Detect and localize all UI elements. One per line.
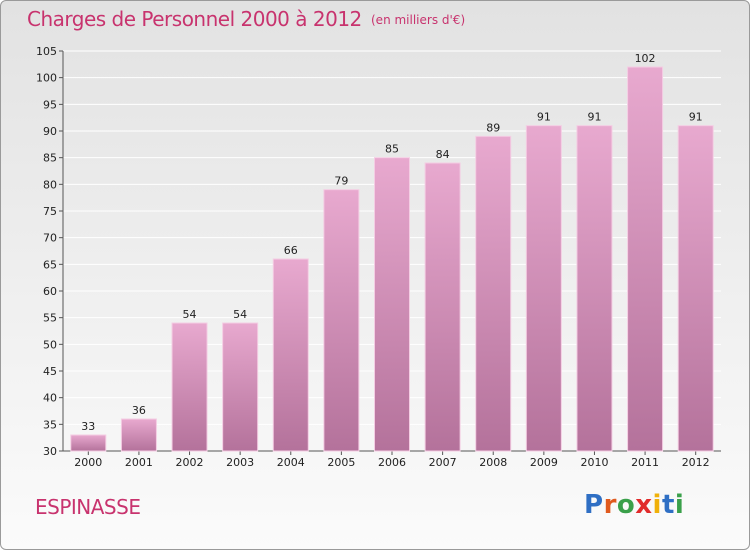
y-tick-label: 105 [36,45,57,58]
data-label: 36 [132,404,146,417]
data-label: 91 [587,111,601,124]
data-labels: 33 36 54 54 66 79 85 84 89 91 91 102 91 [81,52,702,433]
y-tick-label: 50 [43,338,57,351]
y-tick-label: 70 [43,232,57,245]
y-tick-label: 30 [43,445,57,458]
bar [70,434,107,452]
bar [323,189,360,452]
data-label: 102 [635,52,656,65]
y-tick-label: 100 [36,72,57,85]
x-tick-label: 2011 [631,456,659,469]
y-tick-label: 45 [43,365,57,378]
y-tick-label: 85 [43,152,57,165]
data-label: 33 [81,420,95,433]
data-label: 66 [284,244,298,257]
y-tick-label: 90 [43,125,57,138]
bars [70,66,714,452]
logo-letter: P [584,490,604,520]
logo-letter: x [635,490,653,520]
bar [120,418,157,452]
data-label: 85 [385,143,399,156]
data-label: 54 [183,308,197,321]
bar [627,66,664,452]
bar [576,125,613,452]
x-tick-label: 2007 [429,456,457,469]
proxiti-logo[interactable]: Proxiti [584,490,684,520]
x-tick-label: 2005 [327,456,355,469]
bar [424,162,461,452]
bar [677,125,714,452]
bar [171,322,208,452]
bar [222,322,259,452]
data-label: 84 [436,148,450,161]
x-tick-label: 2012 [682,456,710,469]
y-tick-label: 55 [43,312,57,325]
logo-letter: r [603,490,617,520]
y-tick-label: 95 [43,98,57,111]
x-tick-label: 2010 [580,456,608,469]
data-label: 91 [537,111,551,124]
logo-letter: i [652,490,662,520]
data-label: 89 [486,121,500,134]
y-tick-label: 35 [43,418,57,431]
x-tick-label: 2001 [125,456,153,469]
data-label: 54 [233,308,247,321]
data-label: 91 [689,111,703,124]
x-tick-label: 2003 [226,456,254,469]
bar [525,125,562,452]
x-tick-label: 2002 [176,456,204,469]
logo-letter: o [616,490,636,520]
y-tick-label: 65 [43,258,57,271]
bar [374,157,410,452]
chart-title: Charges de Personnel 2000 à 2012 [27,7,362,31]
chart-subtitle: (en milliers d'€) [371,13,466,27]
x-tick-label: 2008 [479,456,507,469]
y-tick-label: 75 [43,205,57,218]
bar [272,258,309,452]
data-label: 79 [334,175,348,188]
logo-letter: t [661,490,675,520]
logo-letter: i [674,490,685,520]
x-tick-label: 2009 [530,456,558,469]
y-tick-label: 80 [43,178,57,191]
y-tick-label: 60 [43,285,57,298]
x-tick-label: 2000 [74,456,102,469]
x-tick-label: 2006 [378,456,406,469]
x-tick-label: 2004 [277,456,305,469]
commune-name: ESPINASSE [35,495,141,519]
y-tick-label: 40 [43,392,57,405]
bar [475,135,512,452]
